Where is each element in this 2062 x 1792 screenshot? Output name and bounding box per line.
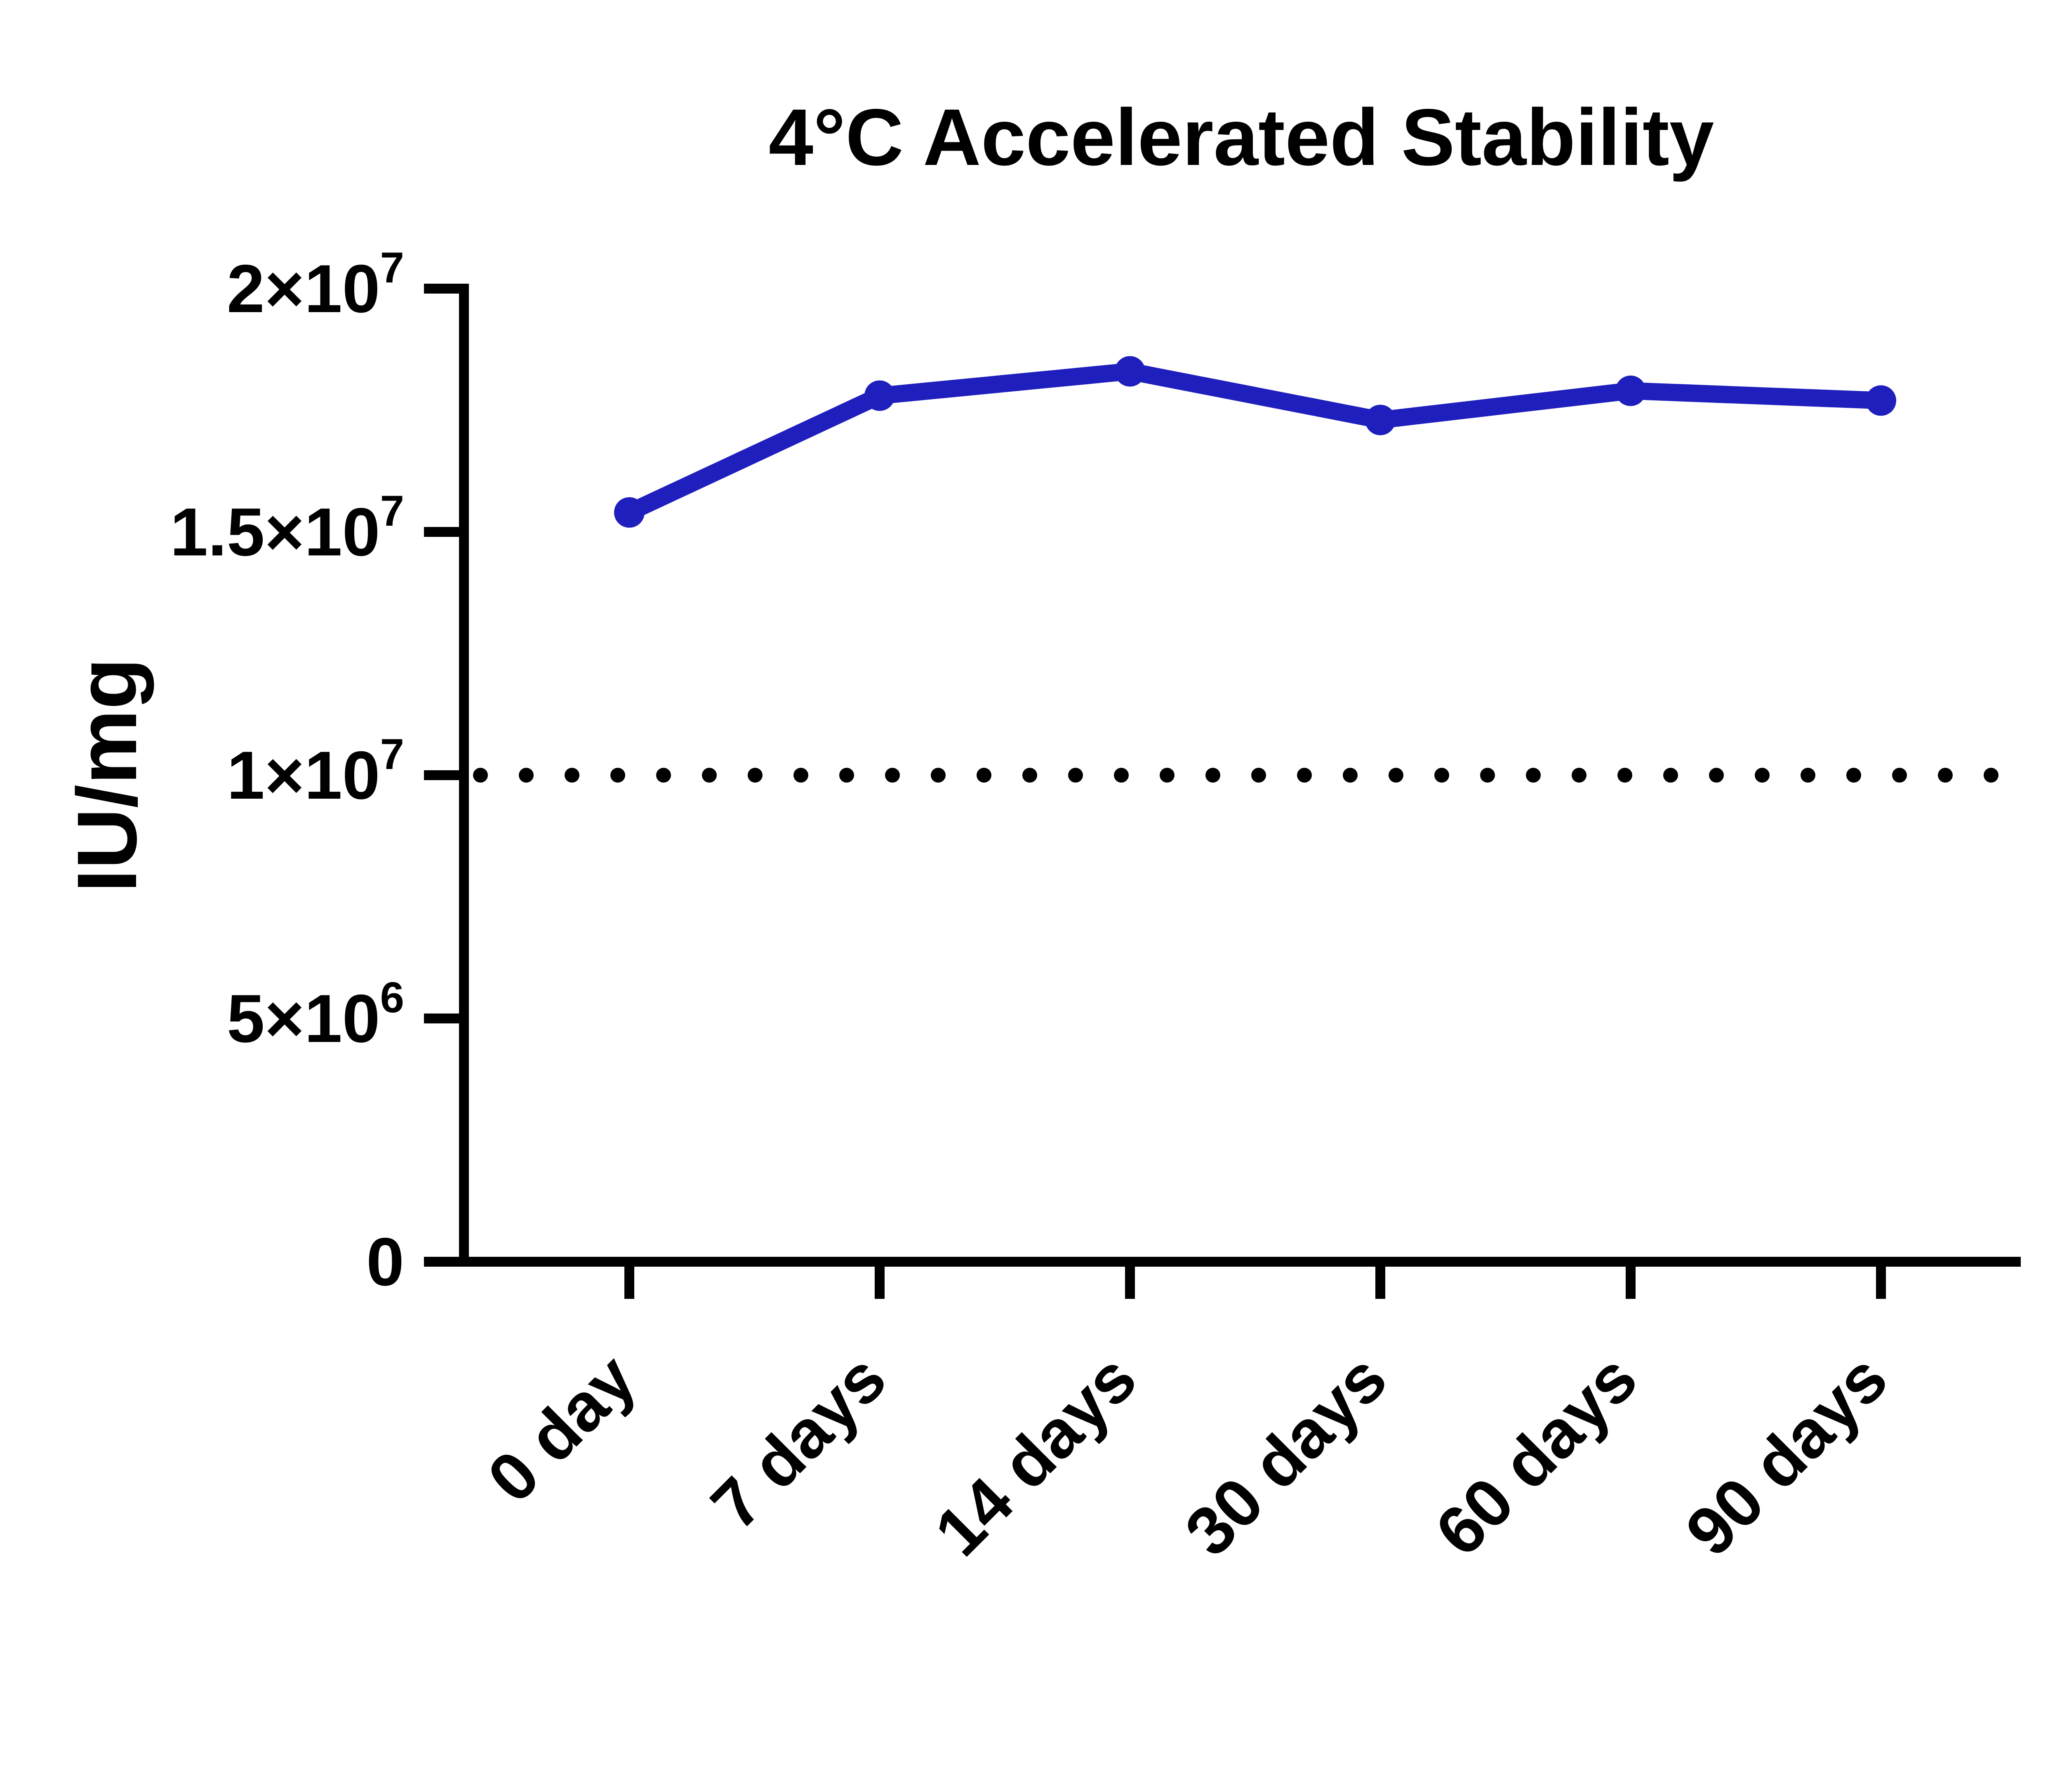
- x-tick-label: 0 day: [473, 1340, 650, 1517]
- data-point: [614, 497, 645, 528]
- data-point: [1615, 375, 1646, 406]
- y-tick-label: 0: [366, 1224, 404, 1300]
- plot-area: 0 5×106 1×107 1.5×107 2×107 0 day 7 days 14 day…: [170, 244, 2021, 1570]
- x-tick-label: 60 days: [1421, 1340, 1651, 1570]
- y-axis-label: IU/mg: [60, 658, 154, 892]
- y-tick-label: 2×107: [227, 244, 404, 327]
- x-tick-label: 30 days: [1171, 1340, 1401, 1570]
- chart-title: 4°C Accelerated Stability: [769, 92, 1714, 182]
- series-line: [626, 362, 1881, 520]
- data-point: [864, 380, 895, 411]
- data-point: [1365, 404, 1396, 435]
- x-tick-label: 90 days: [1671, 1340, 1902, 1570]
- x-tick-label: 7 days: [697, 1340, 900, 1543]
- data-point: [1115, 356, 1145, 387]
- y-tick-label: 1.5×107: [170, 487, 404, 570]
- y-tick-label: 5×106: [227, 974, 404, 1056]
- data-point: [1866, 385, 1896, 416]
- x-tick-label: 14 days: [920, 1340, 1151, 1570]
- y-tick-label: 1×107: [227, 730, 404, 813]
